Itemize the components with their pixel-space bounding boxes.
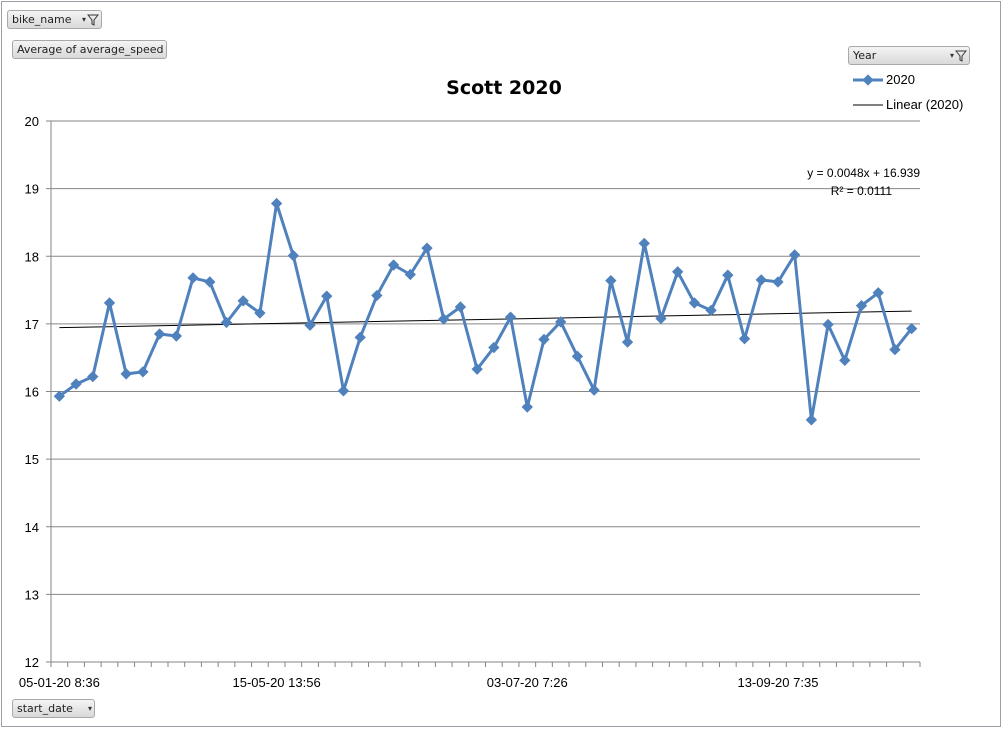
data-point	[304, 319, 316, 331]
data-point	[789, 249, 801, 261]
data-point	[471, 363, 483, 375]
gridlines	[51, 120, 920, 663]
data-point	[839, 354, 851, 367]
data-point	[454, 301, 467, 313]
data-point	[87, 370, 99, 383]
year-filter-button[interactable]: Year ▾	[848, 46, 970, 65]
y-tick-label: 19	[25, 182, 39, 197]
year-filter-label: Year	[853, 49, 877, 62]
trendline-r2: R² = 0.0111	[831, 184, 893, 198]
data-point	[722, 269, 734, 281]
data-point	[504, 311, 517, 323]
bike-name-filter-label: bike_name	[12, 13, 72, 26]
y-tick-label: 14	[25, 520, 39, 535]
data-point	[120, 368, 132, 380]
data-point	[588, 384, 600, 396]
data-point	[772, 276, 784, 288]
data-point	[889, 343, 901, 356]
data-point	[254, 307, 266, 319]
filter-icon: ▾	[950, 47, 967, 64]
data-point	[137, 366, 149, 378]
data-point	[404, 268, 416, 281]
data-point	[705, 304, 717, 317]
data-point	[321, 290, 333, 302]
y-tick-label: 12	[25, 655, 39, 670]
trendline-equation: y = 0.0048x + 16.939	[807, 166, 920, 180]
legend: 2020 Linear (2020)	[853, 72, 963, 112]
axes: 12 13 14 15 16 17 18 19 20 05-01-20 8:36 15-05-20 …	[19, 114, 921, 690]
data-point	[538, 333, 550, 346]
data-point	[571, 350, 584, 362]
data-point	[337, 385, 350, 397]
data-point	[270, 197, 283, 210]
data-point	[237, 295, 249, 307]
data-point	[53, 390, 66, 402]
data-point	[204, 276, 216, 288]
trendline	[59, 310, 912, 329]
y-tick-label: 16	[25, 385, 39, 400]
data-point	[287, 249, 299, 262]
data-point	[170, 330, 182, 342]
data-point	[621, 336, 634, 348]
y-tick-label: 18	[25, 249, 39, 264]
data-point	[421, 242, 433, 254]
data-point	[855, 299, 868, 312]
data-point	[655, 312, 667, 325]
data-point	[387, 259, 400, 271]
legend-trendline-label: Linear (2020)	[886, 97, 963, 112]
x-tick-label: 15-05-20 13:56	[233, 675, 321, 690]
filter-icon: ▾	[82, 11, 99, 28]
chart-title: Scott 2020	[446, 77, 562, 99]
data-point	[822, 318, 834, 331]
value-field-button[interactable]: Average of average_speed	[12, 40, 167, 59]
data-point	[638, 237, 650, 250]
chevron-down-icon: ▾	[87, 704, 92, 713]
data-point	[905, 322, 918, 335]
trendline-layer	[59, 310, 912, 329]
value-field-label: Average of average_speed	[17, 43, 164, 56]
x-tick-label: 05-01-20 8:36	[19, 675, 100, 690]
data-point	[521, 401, 533, 413]
data-point	[672, 266, 684, 278]
data-point	[688, 297, 701, 309]
data-point	[220, 316, 233, 329]
start-date-axis-button[interactable]: start_date ▾	[12, 699, 95, 718]
y-tick-label: 15	[25, 452, 39, 467]
legend-series-marker	[862, 74, 874, 86]
x-tick-label: 13-09-20 7:35	[737, 675, 818, 690]
series-layer	[53, 197, 918, 426]
data-point	[755, 274, 767, 286]
data-point	[103, 297, 116, 309]
legend-series-label: 2020	[886, 72, 915, 87]
series-line-2020	[58, 202, 913, 422]
data-point	[354, 331, 366, 344]
data-point	[605, 274, 617, 287]
data-point	[187, 272, 199, 284]
data-point	[371, 289, 383, 302]
x-tick-label: 03-07-20 7:26	[487, 675, 568, 690]
y-tick-label: 13	[25, 587, 39, 602]
data-point	[555, 316, 567, 328]
y-tick-label: 20	[25, 114, 39, 129]
data-point	[805, 414, 818, 426]
data-point	[488, 341, 500, 354]
data-point	[153, 328, 166, 340]
bike-name-filter-button[interactable]: bike_name ▾	[7, 10, 102, 29]
data-point	[738, 333, 751, 345]
data-point	[872, 287, 884, 299]
y-tick-label: 17	[25, 317, 39, 332]
data-point	[438, 313, 450, 325]
start-date-axis-label: start_date	[17, 702, 73, 715]
